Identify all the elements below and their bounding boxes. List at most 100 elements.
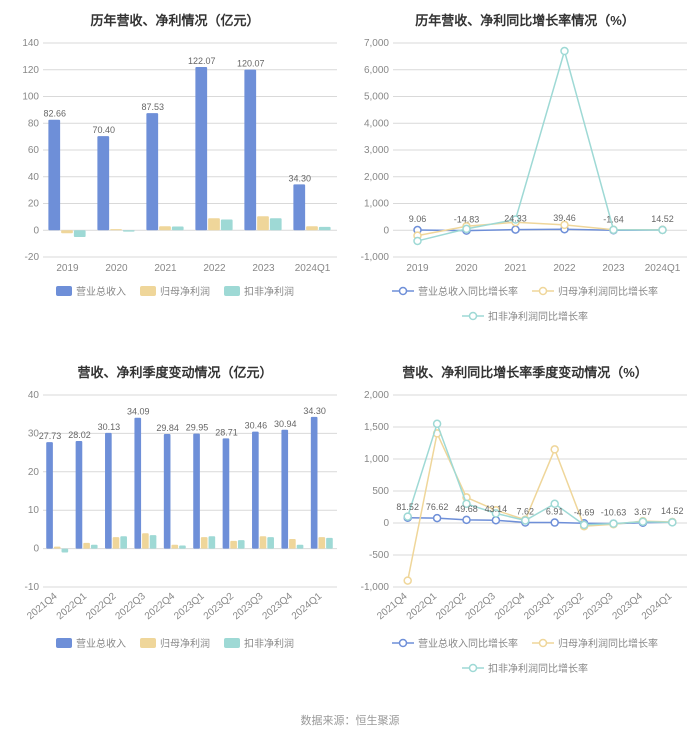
- svg-text:2023Q2: 2023Q2: [552, 591, 587, 623]
- legend-item: 归母净利润: [140, 283, 210, 298]
- legend-item: 扣非净利润: [224, 283, 294, 298]
- svg-text:5,000: 5,000: [364, 92, 389, 103]
- svg-text:2022Q4: 2022Q4: [143, 591, 178, 623]
- legend-item: 营业总收入同比增长率: [392, 283, 518, 298]
- panel-3: 营收、净利季度变动情况（亿元） -100102030402021Q42022Q1…: [0, 352, 350, 704]
- svg-text:2023Q3: 2023Q3: [231, 591, 266, 623]
- legend-line-icon: [462, 310, 484, 322]
- svg-text:1,500: 1,500: [364, 422, 389, 433]
- svg-text:2024Q1: 2024Q1: [295, 263, 331, 274]
- svg-text:2024Q1: 2024Q1: [640, 591, 675, 623]
- svg-text:82.66: 82.66: [43, 109, 66, 119]
- svg-text:120: 120: [22, 65, 39, 76]
- legend-line-icon: [462, 662, 484, 674]
- svg-text:70.40: 70.40: [92, 125, 115, 135]
- legend-label: 归母净利润同比增长率: [558, 635, 658, 650]
- svg-text:2019: 2019: [56, 263, 79, 274]
- panel-4: 营收、净利同比增长率季度变动情况（%） -1,000 -500 0 500 1,000 1…: [350, 352, 700, 704]
- chart1-legend: 营业总收入归母净利润扣非净利润: [5, 283, 345, 298]
- svg-text:140: 140: [22, 38, 39, 49]
- svg-text:40: 40: [28, 172, 40, 183]
- svg-text:81.52: 81.52: [396, 502, 419, 512]
- svg-text:1,000: 1,000: [364, 454, 389, 465]
- svg-text:-500: -500: [369, 550, 389, 561]
- svg-text:2023Q1: 2023Q1: [172, 591, 207, 623]
- svg-text:2021Q4: 2021Q4: [25, 591, 60, 623]
- svg-text:30.13: 30.13: [98, 422, 121, 432]
- svg-text:2022Q1: 2022Q1: [55, 591, 90, 623]
- chart4-legend: 营业总收入同比增长率 归母净利润同比增长率扣非净利润同比增长率: [355, 635, 695, 675]
- legend-label: 扣非净利润: [244, 635, 294, 650]
- legend-label: 扣非净利润同比增长率: [488, 308, 588, 323]
- svg-text:9.06: 9.06: [409, 214, 427, 224]
- legend-line-icon: [532, 285, 554, 297]
- chart2-title: 历年营收、净利同比增长率情况（%）: [355, 10, 695, 29]
- svg-text:500: 500: [372, 486, 389, 497]
- svg-text:87.53: 87.53: [141, 102, 164, 112]
- legend-item: 营业总收入: [56, 635, 126, 650]
- svg-text:3.67: 3.67: [634, 507, 652, 517]
- svg-text:2022Q2: 2022Q2: [434, 591, 469, 623]
- svg-text:2023Q1: 2023Q1: [522, 591, 557, 623]
- svg-text:49.68: 49.68: [455, 504, 478, 514]
- svg-text:2023: 2023: [252, 263, 275, 274]
- legend-line-icon: [392, 637, 414, 649]
- svg-text:2023: 2023: [602, 263, 625, 274]
- svg-text:0: 0: [33, 225, 39, 236]
- svg-text:120.07: 120.07: [237, 59, 265, 69]
- svg-text:28.02: 28.02: [68, 430, 91, 440]
- svg-text:43.14: 43.14: [485, 504, 508, 514]
- svg-text:2022Q2: 2022Q2: [84, 591, 119, 623]
- svg-text:2023Q2: 2023Q2: [202, 591, 237, 623]
- svg-text:2020: 2020: [105, 263, 128, 274]
- svg-text:-1,000: -1,000: [361, 252, 390, 263]
- svg-text:80: 80: [28, 118, 40, 129]
- chart2-plot: -1,00001,0002,0003,0004,0005,0006,0007,0…: [355, 37, 695, 277]
- svg-text:2021: 2021: [154, 263, 177, 274]
- legend-label: 归母净利润同比增长率: [558, 283, 658, 298]
- legend-label: 归母净利润: [160, 635, 210, 650]
- svg-text:14.52: 14.52: [651, 214, 674, 224]
- legend-label: 扣非净利润同比增长率: [488, 660, 588, 675]
- svg-text:34.30: 34.30: [303, 406, 326, 416]
- svg-text:0: 0: [383, 518, 389, 529]
- legend-swatch: [140, 638, 156, 648]
- svg-text:100: 100: [22, 92, 39, 103]
- chart4-plot: -1,000-50005001,0001,5002,0002021Q42022Q…: [355, 389, 695, 629]
- svg-text:2,000: 2,000: [364, 390, 389, 401]
- svg-text:27.73: 27.73: [39, 431, 62, 441]
- legend-line-icon: [532, 637, 554, 649]
- svg-text:60: 60: [28, 145, 40, 156]
- svg-text:14.52: 14.52: [661, 506, 684, 516]
- svg-text:2022Q1: 2022Q1: [405, 591, 440, 623]
- chart3-legend: 营业总收入 归母净利润 扣非净利润: [5, 635, 345, 650]
- svg-text:2023Q4: 2023Q4: [260, 591, 295, 623]
- legend-item: 归母净利润: [140, 635, 210, 650]
- svg-text:3,000: 3,000: [364, 145, 389, 156]
- svg-text:1,000: 1,000: [364, 199, 389, 210]
- legend-swatch: [224, 638, 240, 648]
- svg-text:-1,000: -1,000: [361, 582, 390, 593]
- svg-text:34.30: 34.30: [288, 173, 311, 183]
- svg-text:4,000: 4,000: [364, 118, 389, 129]
- legend-item: 营业总收入同比增长率: [392, 635, 518, 650]
- chart4-title: 营收、净利同比增长率季度变动情况（%）: [355, 362, 695, 381]
- svg-text:39.46: 39.46: [553, 213, 576, 223]
- legend-swatch: [224, 286, 240, 296]
- chart1-plot: -200204060801001201402019202020212022202…: [5, 37, 345, 277]
- svg-text:20: 20: [28, 199, 40, 210]
- chart3-title: 营收、净利季度变动情况（亿元）: [5, 362, 345, 381]
- svg-text:29.95: 29.95: [186, 423, 209, 433]
- svg-text:2024Q1: 2024Q1: [645, 263, 681, 274]
- svg-text:6,000: 6,000: [364, 65, 389, 76]
- chart1-title: 历年营收、净利情况（亿元）: [5, 10, 345, 29]
- svg-text:122.07: 122.07: [188, 56, 216, 66]
- svg-text:2022: 2022: [203, 263, 226, 274]
- chart3-plot: -100102030402021Q42022Q12022Q22022Q32022…: [5, 389, 345, 629]
- svg-text:2021: 2021: [504, 263, 527, 274]
- legend-line-icon: [392, 285, 414, 297]
- svg-text:20: 20: [28, 467, 40, 478]
- legend-swatch: [56, 286, 72, 296]
- svg-text:2023Q3: 2023Q3: [581, 591, 616, 623]
- legend-item: 扣非净利润同比增长率: [462, 660, 588, 675]
